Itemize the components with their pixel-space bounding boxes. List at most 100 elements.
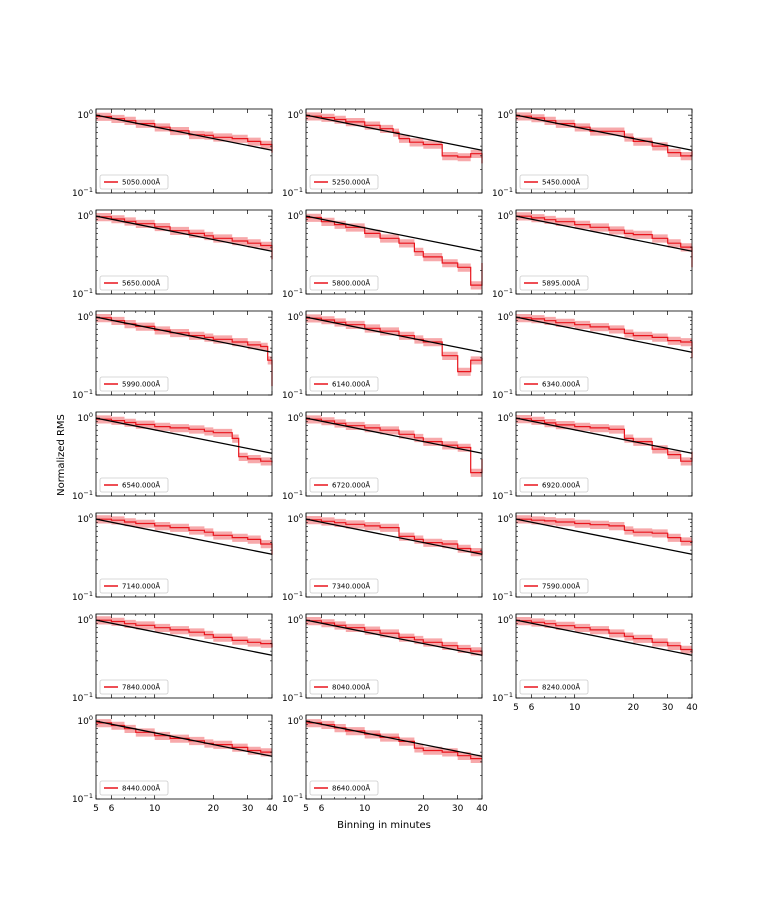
panel-20: 100 10−15 6 10 20 30 40 8640.000Å bbox=[282, 714, 488, 814]
y-tick-label: 10−1 bbox=[492, 590, 513, 603]
legend-box bbox=[519, 174, 589, 190]
x-tick-label: 30 bbox=[662, 703, 674, 713]
y-tick-label: 10−1 bbox=[282, 388, 303, 401]
y-tick-label: 100 bbox=[497, 209, 513, 222]
y-tick-label: 100 bbox=[287, 108, 303, 121]
legend: 5895.000Å bbox=[519, 275, 589, 291]
legend-label: 6540.000Å bbox=[122, 481, 160, 490]
x-tick-label: 20 bbox=[628, 703, 640, 713]
legend-box bbox=[99, 578, 169, 594]
rms-series-line bbox=[516, 215, 693, 268]
y-tick-label: 100 bbox=[77, 310, 93, 323]
legend-box bbox=[99, 376, 169, 392]
y-tick-label: 10−1 bbox=[492, 489, 513, 502]
legend-label: 7140.000Å bbox=[122, 582, 160, 591]
plot-frame bbox=[305, 209, 483, 295]
plot-frame bbox=[95, 411, 273, 497]
panel-14: 100 10−1 7340.000Å bbox=[282, 512, 483, 603]
legend-box bbox=[99, 780, 169, 796]
rms-band bbox=[96, 213, 272, 264]
expected-model-line bbox=[95, 215, 273, 252]
panels-layer: 10010−15050.000Å10010−15250.000Å10010−15… bbox=[72, 108, 698, 814]
expected-model-line bbox=[305, 518, 483, 555]
panel-13: 100 10−1 7140.000Å bbox=[72, 512, 273, 603]
y-tick-label: 10−1 bbox=[72, 691, 93, 704]
panel-16: 100 10−1 7840.000Å bbox=[72, 613, 273, 704]
legend-label: 6720.000Å bbox=[332, 481, 370, 490]
expected-model-line bbox=[95, 720, 273, 757]
expected-model-line bbox=[95, 619, 273, 656]
legend-box bbox=[99, 275, 169, 291]
legend-label: 7840.000Å bbox=[122, 683, 160, 692]
panel-15: 100 10−1 7590.000Å bbox=[492, 512, 693, 603]
x-tick-label: 10 bbox=[569, 703, 581, 713]
y-tick-label: 100 bbox=[287, 512, 303, 525]
plot-frame bbox=[515, 209, 693, 295]
legend: 7590.000Å bbox=[519, 578, 589, 594]
expected-model-line bbox=[305, 215, 483, 252]
legend-box bbox=[309, 578, 379, 594]
x-tick-label: 40 bbox=[476, 804, 488, 814]
plot-frame bbox=[305, 512, 483, 598]
legend-box bbox=[99, 174, 169, 190]
plot-frame bbox=[305, 613, 483, 699]
panel-5: 100 10−1 5800.000Å bbox=[282, 209, 483, 300]
legend-label: 5250.000Å bbox=[332, 178, 370, 187]
rms-band bbox=[516, 415, 692, 466]
legend: 5250.000Å bbox=[309, 174, 379, 190]
legend: 6140.000Å bbox=[309, 376, 379, 392]
x-tick-label: 40 bbox=[266, 804, 278, 814]
plot-frame bbox=[305, 411, 483, 497]
legend-label: 6340.000Å bbox=[542, 380, 580, 389]
legend-box bbox=[519, 679, 589, 695]
legend-box bbox=[309, 780, 379, 796]
expected-model-line bbox=[515, 215, 693, 252]
y-tick-label: 10−1 bbox=[72, 792, 93, 805]
rms-series-line bbox=[306, 216, 483, 286]
legend-label: 6140.000Å bbox=[332, 380, 370, 389]
panel-1: 100 10−1 5050.000Å bbox=[72, 108, 273, 199]
plot-frame bbox=[95, 512, 273, 598]
panel-18: 100 10−15 6 10 20 30 40 8240.000Å bbox=[492, 613, 698, 713]
legend-box bbox=[309, 174, 379, 190]
legend-box bbox=[519, 376, 589, 392]
y-tick-label: 10−1 bbox=[72, 489, 93, 502]
y-tick-label: 10−1 bbox=[72, 186, 93, 199]
panel-4: 100 10−1 5650.000Å bbox=[72, 209, 273, 300]
x-tick-label: 6 bbox=[319, 804, 325, 814]
legend-label: 5050.000Å bbox=[122, 178, 160, 187]
legend-label: 5990.000Å bbox=[122, 380, 160, 389]
panel-2: 100 10−1 5250.000Å bbox=[282, 108, 483, 199]
expected-model-line bbox=[515, 316, 693, 353]
rms-band bbox=[96, 415, 272, 467]
legend-label: 7340.000Å bbox=[332, 582, 370, 591]
x-tick-label: 5 bbox=[93, 804, 99, 814]
legend-box bbox=[309, 376, 379, 392]
y-tick-label: 10−1 bbox=[492, 388, 513, 401]
legend: 5800.000Å bbox=[309, 275, 379, 291]
y-tick-label: 100 bbox=[497, 310, 513, 323]
expected-model-line bbox=[95, 417, 273, 454]
x-tick-label: 20 bbox=[208, 804, 220, 814]
x-tick-label: 5 bbox=[513, 703, 519, 713]
panel-7: 100 10−1 5990.000Å bbox=[72, 310, 273, 401]
panel-3: 100 10−1 5450.000Å bbox=[492, 108, 693, 199]
plot-frame bbox=[305, 310, 483, 396]
expected-model-line bbox=[305, 316, 483, 353]
panel-12: 100 10−1 6920.000Å bbox=[492, 411, 693, 502]
rms-series-line bbox=[516, 317, 693, 358]
plot-frame bbox=[95, 310, 273, 396]
panel-11: 100 10−1 6720.000Å bbox=[282, 411, 483, 502]
y-tick-label: 10−1 bbox=[282, 186, 303, 199]
y-tick-label: 10−1 bbox=[492, 691, 513, 704]
x-tick-label: 30 bbox=[242, 804, 254, 814]
y-tick-label: 100 bbox=[77, 209, 93, 222]
plot-frame bbox=[95, 613, 273, 699]
legend: 8440.000Å bbox=[99, 780, 169, 796]
legend: 5650.000Å bbox=[99, 275, 169, 291]
rms-band bbox=[96, 515, 272, 559]
y-tick-label: 100 bbox=[77, 714, 93, 727]
legend-box bbox=[519, 578, 589, 594]
legend: 5990.000Å bbox=[99, 376, 169, 392]
plot-frame bbox=[305, 108, 483, 194]
